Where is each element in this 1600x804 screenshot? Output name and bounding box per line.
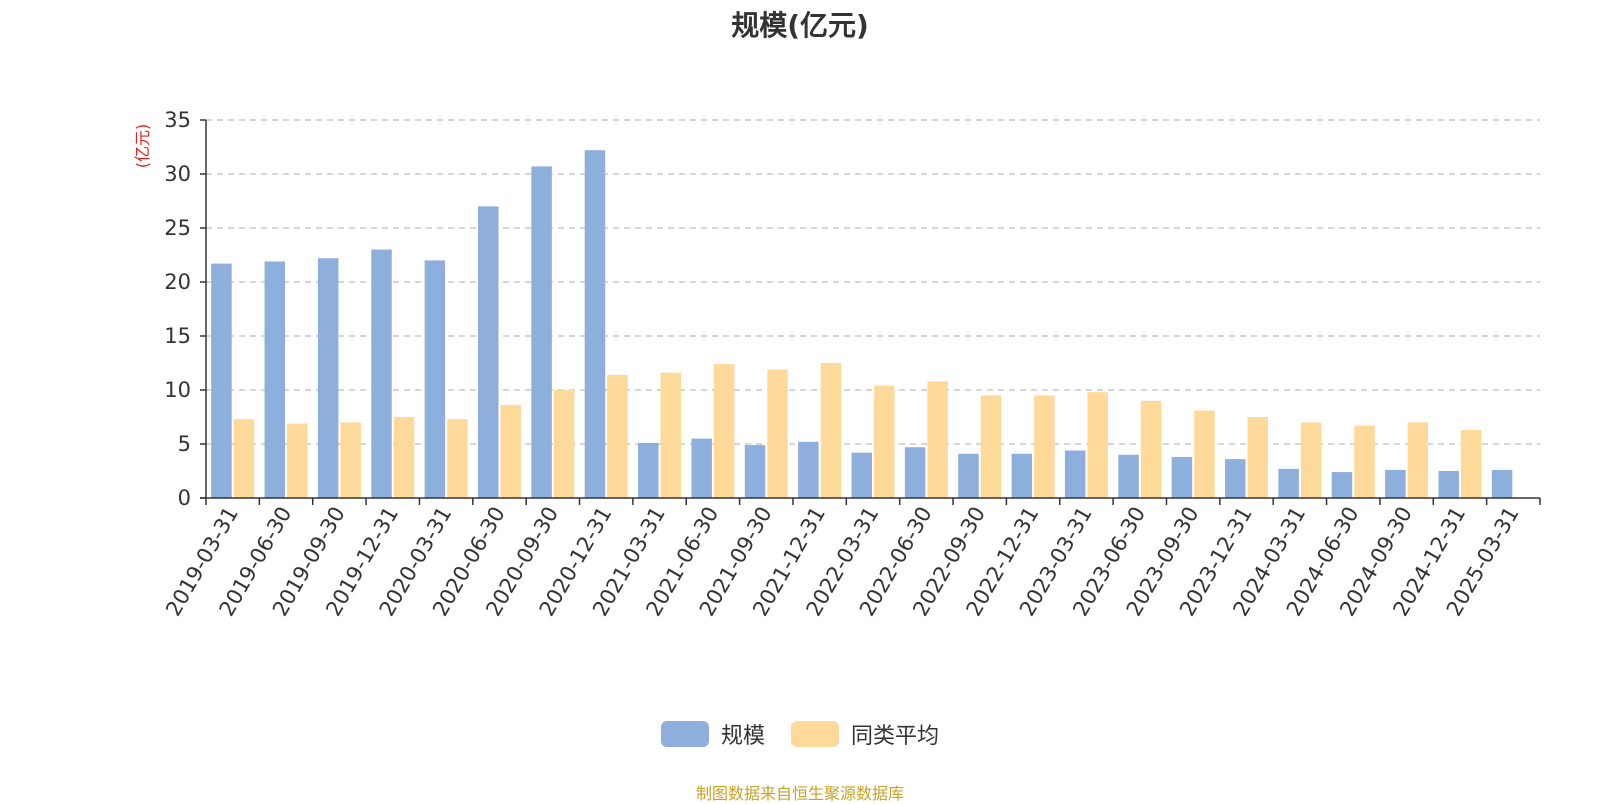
bar-peer-average[interactable] [607,374,628,498]
bar-peer-average[interactable] [1460,429,1482,498]
bar-peer-average[interactable] [1407,422,1429,498]
bar-peer-average[interactable] [713,364,735,498]
bar-peer-average[interactable] [287,423,308,498]
y-axis-title: (亿元) [133,124,152,169]
legend-swatch-peer-average [791,721,839,747]
bar-peer-average[interactable] [1247,417,1269,498]
bar-scale[interactable] [958,453,979,498]
grid-lines [206,119,1540,445]
bar-scale[interactable] [1064,450,1086,498]
legend-item-peer-average[interactable]: 同类平均 [791,718,939,750]
bar-peer-average[interactable] [553,390,575,498]
bar-scale[interactable] [211,263,232,498]
chart-title: 规模(亿元) [731,9,869,42]
y-tick-label: 20 [164,270,191,294]
bar-scale[interactable] [531,166,552,498]
bar-scale[interactable] [744,445,766,498]
legend-label-peer-average: 同类平均 [851,724,940,749]
bar-scale[interactable] [1278,468,1299,498]
y-tick-label: 5 [178,432,191,456]
bar-peer-average[interactable] [393,417,415,498]
bar-peer-average[interactable] [340,422,361,498]
bar-scale[interactable] [424,260,446,498]
legend-item-scale[interactable]: 规模 [660,718,765,750]
bar-scale[interactable] [1225,459,1246,498]
bar-scale[interactable] [1171,456,1193,498]
bar-scale[interactable] [1118,454,1139,498]
bar-peer-average[interactable] [874,385,895,498]
bar-peer-average[interactable] [1354,425,1375,498]
bar-peer-average[interactable] [927,381,948,498]
bars [211,150,1513,499]
legend: 规模 同类平均 [0,718,1600,750]
bar-peer-average[interactable] [1300,422,1322,498]
bar-scale[interactable] [1385,469,1406,498]
legend-label-scale: 规模 [720,724,765,749]
bar-peer-average[interactable] [1087,392,1108,498]
bar-scale[interactable] [1011,453,1033,498]
legend-swatch-scale [660,721,709,747]
tick-labels: 051015202530352019-03-312019-06-302019-0… [161,108,1523,620]
bar-scale[interactable] [264,261,286,498]
bar-scale[interactable] [1331,472,1353,498]
bar-peer-average[interactable] [820,363,842,498]
source-note: 制图数据来自恒生聚源数据库 [695,784,904,803]
bar-scale[interactable] [317,258,339,498]
bar-peer-average[interactable] [1034,395,1055,498]
bar-peer-average[interactable] [1194,410,1215,498]
bar-peer-average[interactable] [1140,400,1162,498]
bar-peer-average[interactable] [233,419,255,498]
bar-peer-average[interactable] [660,372,682,498]
y-tick-label: 0 [178,486,191,510]
bar-scale[interactable] [691,438,712,498]
y-tick-label: 25 [164,216,191,240]
y-tick-label: 35 [164,108,191,132]
bar-scale[interactable] [1438,471,1459,498]
bar-scale[interactable] [798,441,819,498]
axes [200,119,1541,505]
bar-scale[interactable] [477,206,499,498]
y-tick-label: 10 [164,378,191,402]
y-tick-label: 15 [164,324,191,348]
bar-scale[interactable] [904,447,926,498]
bar-peer-average[interactable] [500,405,521,498]
bar-scale[interactable] [638,442,659,498]
bar-peer-average[interactable] [980,395,1002,498]
bar-scale[interactable] [851,452,873,498]
bar-peer-average[interactable] [447,419,468,498]
y-tick-label: 30 [164,162,191,186]
bar-peer-average[interactable] [767,369,788,498]
bar-scale[interactable] [584,150,606,499]
bar-scale[interactable] [371,249,392,498]
bar-scale[interactable] [1491,469,1513,498]
